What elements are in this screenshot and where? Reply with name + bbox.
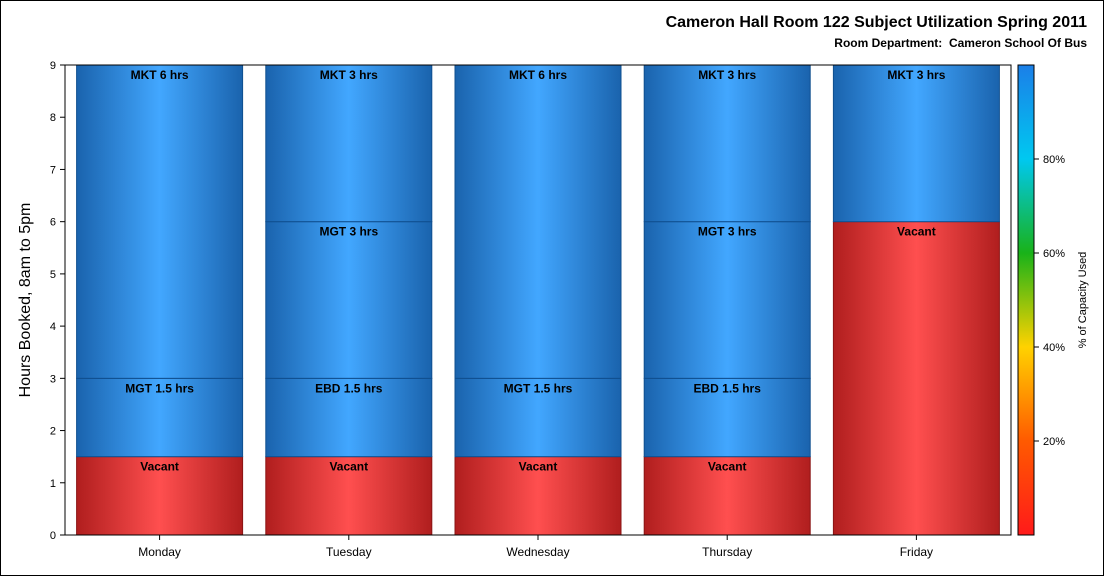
colorbar-tick-label: 20%: [1043, 436, 1065, 448]
colorbar-tick-label: 40%: [1043, 342, 1065, 354]
x-tick-label: Wednesday: [506, 545, 569, 559]
y-tick-label: 7: [50, 164, 56, 176]
y-tick-label: 9: [50, 60, 56, 72]
bar-segment-booked: [265, 377, 433, 458]
chart-subtitle: Room Department: Cameron School Of Bus: [834, 36, 1087, 50]
bar-segment-vacant: [832, 221, 1000, 536]
y-tick-label: 5: [50, 269, 56, 281]
bar-segment-label: Vacant: [897, 225, 936, 239]
bar-segment-label: MKT 3 hrs: [698, 68, 756, 82]
bar-segment-booked: [265, 64, 433, 223]
bar-segment-booked: [265, 221, 433, 379]
x-tick-label: Friday: [900, 545, 933, 559]
x-tick-label: Monday: [138, 545, 181, 559]
bar-segment-booked: [76, 377, 244, 458]
bar-segment-vacant: [643, 456, 811, 536]
bar-segment-booked: [76, 64, 244, 379]
y-tick-label: 1: [50, 478, 56, 490]
bar-segment-booked: [454, 64, 622, 379]
bar-segment-booked: [454, 377, 622, 458]
bar-segment-label: MKT 6 hrs: [131, 68, 189, 82]
bar-segment-label: MGT 3 hrs: [319, 225, 378, 239]
colorbar-label: % of Capacity Used: [1077, 252, 1089, 349]
bar-segment-label: Vacant: [519, 460, 558, 474]
colorbar: [1017, 64, 1035, 536]
bar-segment-label: Vacant: [140, 460, 179, 474]
bar-segment-label: MKT 6 hrs: [509, 68, 567, 82]
bar-segment-vacant: [454, 456, 622, 536]
bar-segment-label: MGT 1.5 hrs: [125, 381, 194, 395]
bar-segment-booked: [832, 64, 1000, 223]
bar-segment-label: EBD 1.5 hrs: [315, 381, 383, 395]
bar-segment-vacant: [76, 456, 244, 536]
y-tick-label: 2: [50, 426, 56, 438]
bar-segment-booked: [643, 377, 811, 458]
bar-segment-label: Vacant: [329, 460, 368, 474]
bar-segment-label: MKT 3 hrs: [887, 68, 945, 82]
colorbar-tick-label: 60%: [1043, 248, 1065, 260]
y-tick-label: 4: [50, 321, 56, 333]
x-tick-label: Thursday: [702, 545, 752, 559]
y-tick-label: 8: [50, 112, 56, 124]
y-tick-label: 3: [50, 373, 56, 385]
bar-segment-booked: [643, 221, 811, 379]
y-tick-label: 6: [50, 217, 56, 229]
bar-segment-label: MKT 3 hrs: [320, 68, 378, 82]
y-axis-label: Hours Booked, 8am to 5pm: [17, 203, 34, 398]
chart-title: Cameron Hall Room 122 Subject Utilizatio…: [665, 14, 1087, 31]
bar-segment-label: Vacant: [708, 460, 747, 474]
colorbar-tick-label: 80%: [1043, 154, 1065, 166]
y-tick-label: 0: [50, 530, 56, 542]
bar-segment-label: MGT 1.5 hrs: [504, 381, 573, 395]
x-tick-label: Tuesday: [326, 545, 372, 559]
bar-segment-label: EBD 1.5 hrs: [694, 381, 762, 395]
bar-segment-booked: [643, 64, 811, 223]
bar-segment-label: MGT 3 hrs: [698, 225, 757, 239]
